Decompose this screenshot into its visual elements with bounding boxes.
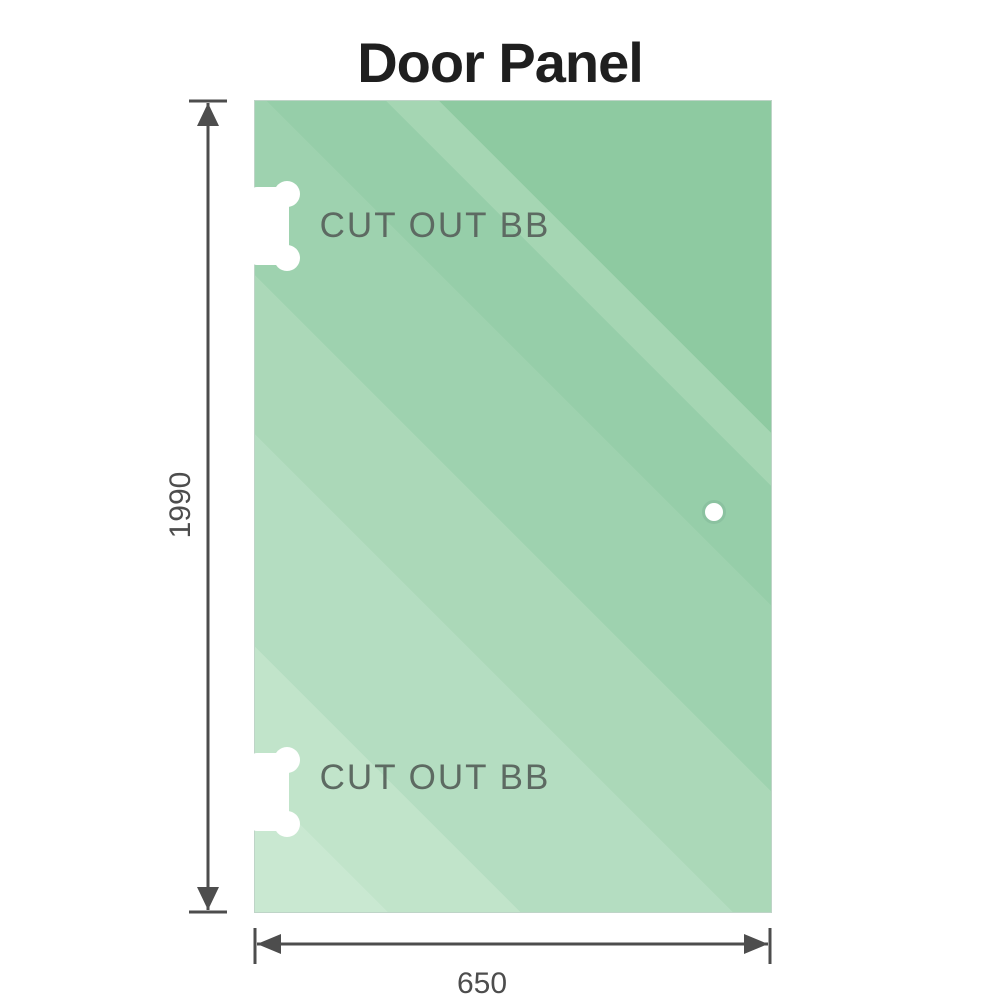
width-dimension-arrow	[253, 928, 772, 964]
handle-hole-icon	[702, 500, 726, 524]
glass-panel	[254, 100, 772, 913]
cutout-label-top: CUT OUT BB	[319, 206, 551, 245]
hinge-cutout-top-icon	[250, 181, 300, 271]
page-title: Door Panel	[357, 31, 644, 94]
height-dimension-arrow	[189, 99, 227, 914]
height-dimension-label: 1990	[164, 471, 197, 539]
hinge-cutout-bottom-icon	[250, 747, 300, 837]
cutout-label-bottom: CUT OUT BB	[319, 758, 551, 797]
width-dimension-label: 650	[456, 967, 508, 1000]
